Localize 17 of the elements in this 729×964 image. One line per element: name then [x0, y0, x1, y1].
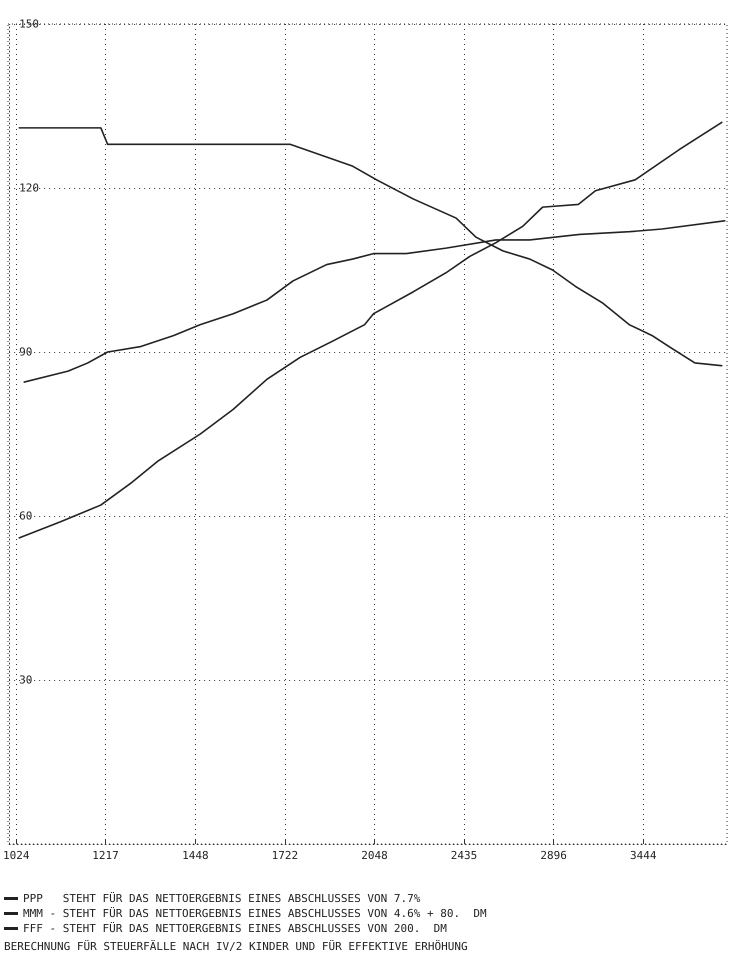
y-tick-label: 90 [19, 346, 32, 358]
text: BERECHNUNG FÜR STEUERFÄLLE NACH IV/2 KINDER UND FÜR EFFEKTIVE ERHÖHUNG [4, 939, 468, 953]
x-tick-label: 1024 [2, 849, 30, 862]
x-tick-label: 1448 [182, 849, 209, 862]
x-tick-label: 2896 [540, 849, 567, 862]
x-tick-label: 2435 [450, 849, 478, 862]
y-tick-label: 60 [19, 510, 32, 522]
legend-label: PPP STEHT FÜR DAS NETTOERGEBNIS EINES ABSCHLUSSES VON 7.7% [23, 891, 421, 905]
legend-label: MMM - STEHT FÜR DAS NETTOERGEBNIS EINES ABSCHLUSSES VON 4.6% + 80. DM [23, 906, 487, 920]
x-tick-label: 1722 [272, 849, 298, 862]
x-tick-label: 1217 [92, 849, 119, 862]
y-tick-label: 120 [19, 182, 40, 194]
y-tick-label: 150 [19, 18, 40, 30]
legend-label: FFF - STEHT FÜR DAS NETTOERGEBNIS EINES ABSCHLUSSES VON 200. DM [23, 921, 448, 935]
y-tick-label: 30 [19, 674, 32, 686]
x-tick-label: 3444 [630, 849, 657, 862]
x-tick-label: 2048 [361, 849, 388, 862]
